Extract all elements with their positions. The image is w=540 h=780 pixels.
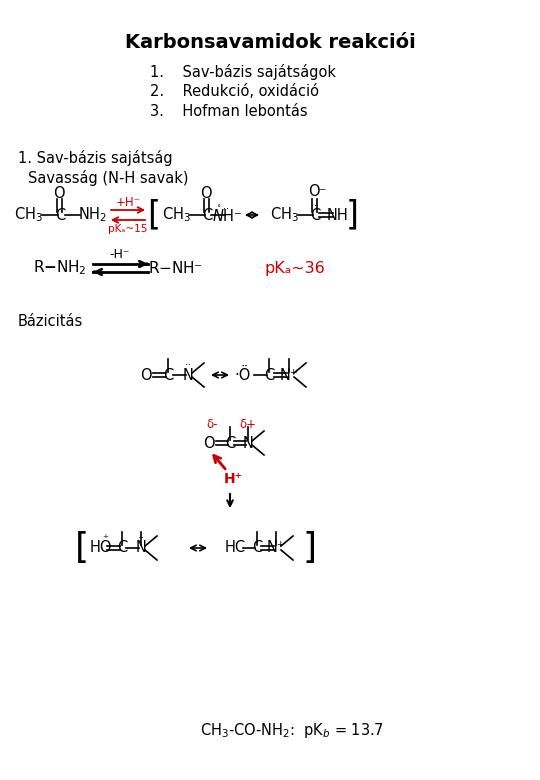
Text: $\mathring{N}$H⁻: $\mathring{N}$H⁻ xyxy=(212,205,242,225)
Text: N⁺: N⁺ xyxy=(267,541,285,555)
Text: O: O xyxy=(140,367,152,382)
Text: NH$_2$: NH$_2$ xyxy=(78,206,106,225)
Text: N⁺: N⁺ xyxy=(280,367,298,382)
Text: Bázicitás: Bázicitás xyxy=(18,314,83,329)
Text: N: N xyxy=(242,435,253,451)
Text: C: C xyxy=(117,541,127,555)
Text: O: O xyxy=(200,186,212,200)
Text: O: O xyxy=(53,186,65,200)
Text: pKₐ~36: pKₐ~36 xyxy=(265,261,326,275)
Text: C: C xyxy=(310,207,320,222)
Text: C: C xyxy=(55,207,65,222)
Text: NH: NH xyxy=(327,207,349,222)
Text: ··: ·· xyxy=(184,360,192,370)
Text: H⁺: H⁺ xyxy=(224,472,242,486)
Text: R$-$NH⁻: R$-$NH⁻ xyxy=(147,260,202,276)
Text: ⁻: ⁻ xyxy=(318,186,326,200)
Text: [: [ xyxy=(147,198,160,232)
Text: N: N xyxy=(136,541,146,555)
Text: ··: ·· xyxy=(137,533,145,543)
Text: C: C xyxy=(264,367,274,382)
Text: CH$_3$-CO-NH$_2$:  pK$_b$ = 13.7: CH$_3$-CO-NH$_2$: pK$_b$ = 13.7 xyxy=(200,721,383,739)
Text: ..: .. xyxy=(223,201,229,211)
Text: HO: HO xyxy=(90,541,112,555)
Text: ]: ] xyxy=(346,198,359,232)
Text: O: O xyxy=(204,435,215,451)
Text: -H⁻: -H⁻ xyxy=(110,247,130,261)
Text: O: O xyxy=(308,185,320,200)
Text: δ-: δ- xyxy=(206,419,218,431)
Text: C: C xyxy=(163,367,173,382)
Text: Savasság (N-H savak): Savasság (N-H savak) xyxy=(28,170,188,186)
Text: ]: ] xyxy=(303,531,317,565)
Text: R$\mathbf{-}$NH$_2$: R$\mathbf{-}$NH$_2$ xyxy=(33,259,87,278)
Text: C: C xyxy=(202,207,212,222)
Text: HC: HC xyxy=(225,541,246,555)
Text: ⁺: ⁺ xyxy=(102,534,108,544)
Text: 1. Sav-bázis sajátság: 1. Sav-bázis sajátság xyxy=(18,150,173,166)
Text: +H⁻: +H⁻ xyxy=(116,196,140,208)
Text: δ+: δ+ xyxy=(240,419,256,431)
Text: C: C xyxy=(252,541,262,555)
Text: 3.    Hofman lebontás: 3. Hofman lebontás xyxy=(150,105,308,119)
Text: [: [ xyxy=(75,531,89,565)
Text: C: C xyxy=(225,435,235,451)
Text: CH$_3$: CH$_3$ xyxy=(14,206,43,225)
Text: CH$_3$: CH$_3$ xyxy=(270,206,299,225)
Text: pKₐ~15: pKₐ~15 xyxy=(109,224,147,234)
Text: 1.    Sav-bázis sajátságok: 1. Sav-bázis sajátságok xyxy=(150,64,336,80)
Text: 2.    Redukció, oxidáció: 2. Redukció, oxidáció xyxy=(150,84,319,100)
Text: N: N xyxy=(183,367,193,382)
Text: ..: .. xyxy=(311,198,317,208)
Text: CH$_3$: CH$_3$ xyxy=(162,206,191,225)
Text: Karbonsavamidok reakciói: Karbonsavamidok reakciói xyxy=(125,33,415,51)
Text: ·Ö: ·Ö xyxy=(234,367,251,382)
